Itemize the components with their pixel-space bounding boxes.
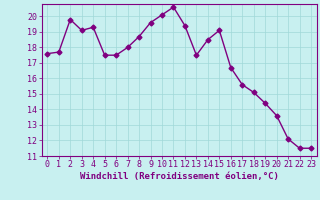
X-axis label: Windchill (Refroidissement éolien,°C): Windchill (Refroidissement éolien,°C): [80, 172, 279, 181]
